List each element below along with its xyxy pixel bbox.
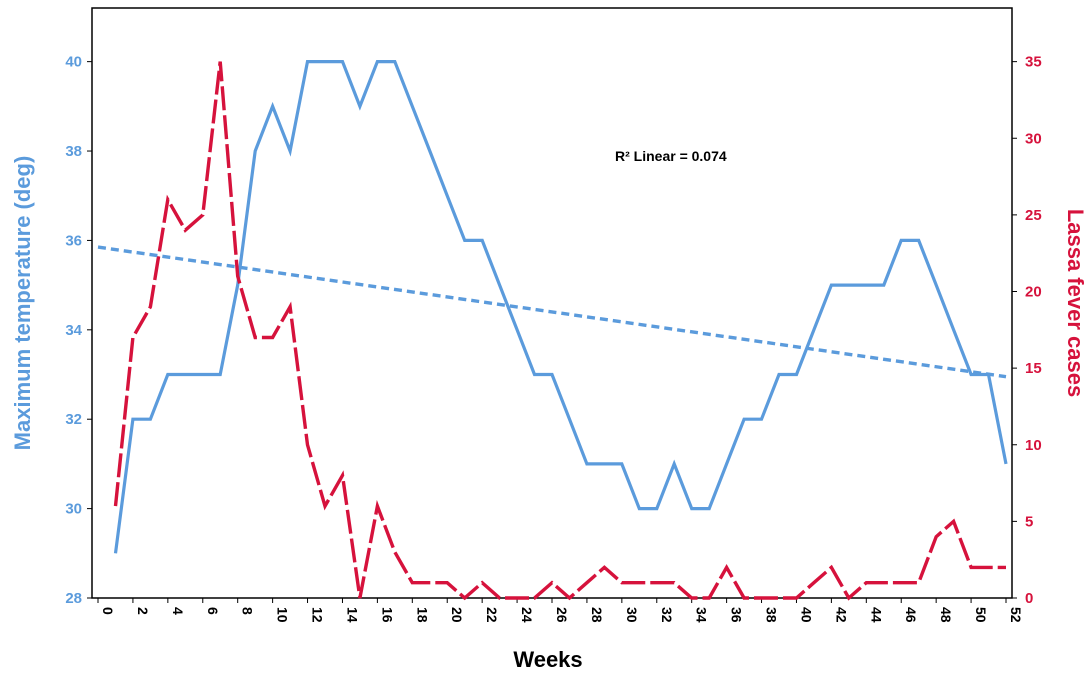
x-tick-label: 36 xyxy=(729,607,745,623)
x-tick-label: 16 xyxy=(379,607,395,623)
x-tick-label: 24 xyxy=(519,607,535,623)
left-tick-label: 38 xyxy=(65,143,82,160)
right-tick-label: 30 xyxy=(1025,130,1042,147)
x-tick-label: 42 xyxy=(833,607,849,623)
left-tick-label: 32 xyxy=(65,411,82,428)
y-axis-title-left: Maximum temperature (deg) xyxy=(10,156,35,451)
x-tick-label: 18 xyxy=(414,607,430,623)
x-tick-label: 26 xyxy=(554,607,570,623)
x-tick-label: 4 xyxy=(170,607,186,615)
x-tick-label: 12 xyxy=(310,607,326,623)
right-tick-label: 20 xyxy=(1025,284,1042,301)
left-tick-label: 34 xyxy=(65,322,82,339)
x-tick-label: 40 xyxy=(798,607,814,623)
x-tick-label: 46 xyxy=(903,607,919,623)
right-tick-label: 25 xyxy=(1025,207,1042,224)
x-tick-label: 2 xyxy=(135,607,151,615)
left-tick-label: 28 xyxy=(65,590,82,607)
r-squared-annotation: R² Linear = 0.074 xyxy=(615,148,727,164)
left-tick-label: 30 xyxy=(65,501,82,518)
lassa-cases-line xyxy=(113,61,1006,601)
x-tick-label: 6 xyxy=(205,607,221,615)
right-tick-label: 5 xyxy=(1025,513,1033,530)
right-tick-label: 15 xyxy=(1025,360,1042,377)
x-tick-label: 14 xyxy=(344,607,360,623)
x-axis-ticks: 0 2 4 6 8 10 12 14 16 18 20 22 24 26 28 30 32 34 36 38 40 42 4… xyxy=(97,598,1024,623)
linear-fit-line xyxy=(97,245,1007,379)
left-tick-label: 40 xyxy=(65,54,82,71)
x-tick-label: 22 xyxy=(484,607,500,623)
temperature-line xyxy=(113,59,1008,554)
x-tick-label: 52 xyxy=(1008,607,1024,623)
series-layer xyxy=(97,59,1008,601)
left-tick-label: 36 xyxy=(65,232,82,249)
right-tick-label: 35 xyxy=(1025,54,1042,71)
left-axis-ticks: 28 30 32 34 36 38 40 xyxy=(65,54,92,607)
x-tick-label: 38 xyxy=(764,607,780,623)
x-axis-title: Weeks xyxy=(513,647,582,672)
right-tick-label: 0 xyxy=(1025,590,1033,607)
x-tick-label: 50 xyxy=(973,607,989,623)
right-axis-ticks: 0 5 10 15 20 25 30 35 xyxy=(1012,54,1042,607)
x-tick-label: 48 xyxy=(938,607,954,623)
x-tick-label: 10 xyxy=(275,607,291,623)
y-axis-title-right: Lassa fever cases xyxy=(1063,209,1088,397)
x-tick-label: 34 xyxy=(694,607,710,623)
x-tick-label: 28 xyxy=(589,607,605,623)
x-tick-label: 20 xyxy=(449,607,465,623)
x-tick-label: 8 xyxy=(240,607,256,615)
x-tick-label: 32 xyxy=(659,607,675,623)
right-tick-label: 10 xyxy=(1025,437,1042,454)
x-tick-label: 44 xyxy=(868,607,884,623)
x-tick-label: 30 xyxy=(624,607,640,623)
x-tick-label: 0 xyxy=(100,607,116,615)
plot-area xyxy=(91,7,1013,599)
